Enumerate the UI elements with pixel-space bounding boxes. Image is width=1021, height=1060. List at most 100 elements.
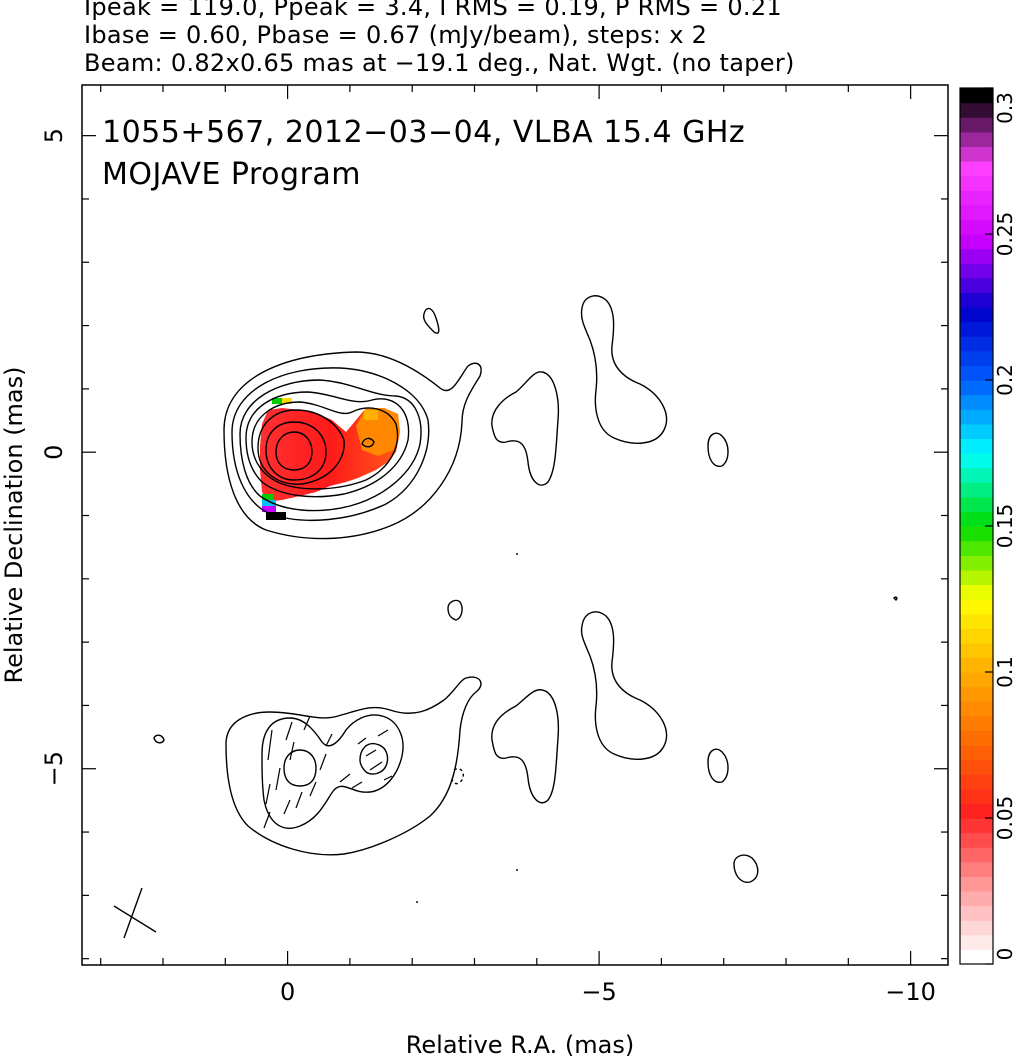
colorbar-band [960, 905, 993, 921]
colorbar-band [960, 642, 993, 658]
colorbar-band [960, 248, 993, 264]
contour-upper-island-d [707, 432, 729, 467]
colorbar-band [960, 394, 993, 410]
beam-marker [113, 887, 157, 939]
contour-lower-inner [261, 714, 404, 829]
colorbar-band [960, 672, 993, 688]
contour-upper-island-b [491, 371, 560, 486]
y-axis-label: Relative Declination (mas) [0, 366, 28, 683]
y-tick-label-0: 5 [40, 128, 68, 143]
colorbar-band [960, 131, 993, 147]
colorbar-label-3: 0.15 [993, 504, 1017, 549]
colorbar-band [960, 511, 993, 527]
colorbar-band [960, 555, 993, 571]
colorbar-label-0: 0 [993, 948, 1017, 961]
contour-upper-loop-e [447, 599, 463, 621]
plot-frame [81, 84, 949, 966]
axis-ticks [82, 85, 948, 965]
colorbar-band [960, 482, 993, 498]
colorbar-band [960, 818, 993, 834]
contour-lower-island-c [707, 748, 729, 783]
colorbar-label-1: 0.05 [993, 796, 1017, 841]
colorbar-band [960, 715, 993, 731]
header-line-1: Ipeak = 119.0, Ppeak = 3.4, I RMS = 0.19… [84, 0, 782, 21]
x-tick-label-2: −10 [885, 978, 936, 1006]
colorbar-band [960, 949, 993, 965]
contour-layer [113, 295, 898, 939]
colorbar-band [960, 540, 993, 556]
colorbar-band [960, 117, 993, 133]
header-line-3: Beam: 0.82x0.65 mas at −19.1 deg., Nat. … [84, 49, 795, 77]
colorbar-band [960, 920, 993, 936]
colorbar-band [960, 934, 993, 950]
colorbar-band [960, 803, 993, 819]
colorbar-band [960, 409, 993, 425]
contour-lower-island-d [733, 854, 759, 883]
contour-upper-4 [245, 391, 410, 498]
colorbar-band [960, 453, 993, 469]
colorbar-band [960, 146, 993, 162]
colorbar-band [960, 263, 993, 279]
colorbar-band [960, 102, 993, 118]
x-axis-label: Relative R.A. (mas) [406, 1031, 634, 1059]
contour-upper-8 [275, 431, 313, 471]
colorbar-band [960, 365, 993, 381]
y-tick-label-1: 0 [40, 445, 68, 460]
contour-upper-6 [257, 409, 345, 485]
colorbar-band [960, 175, 993, 191]
colorbar-band [960, 496, 993, 512]
colorbar-band [960, 861, 993, 877]
colorbar-band [960, 336, 993, 352]
colorbar-band [960, 745, 993, 761]
evpa-vectors [263, 715, 393, 829]
chart-title: 1055+567, 2012−03−04, VLBA 15.4 GHz [102, 115, 745, 150]
colorbar-band [960, 730, 993, 746]
colorbar-label-2: 0.1 [993, 656, 1017, 688]
contour-upper-outer [223, 351, 482, 540]
contour-upper-5 [251, 401, 399, 490]
contour-upper-island-c [580, 295, 668, 444]
colorbar-band [960, 350, 993, 366]
contour-lower-outer [225, 676, 482, 856]
colorbar-band [960, 307, 993, 323]
contour-upper-dot-b [893, 596, 898, 601]
colorbar-label-5: 0.25 [993, 212, 1017, 257]
colorbar-band [960, 467, 993, 483]
colorbar-band [960, 774, 993, 790]
x-tick-labels: 0 −5 −10 [280, 978, 936, 1006]
colorbar-band [960, 380, 993, 396]
colorbar-band [960, 759, 993, 775]
colorbar-band [960, 569, 993, 585]
colorbar-band [960, 657, 993, 673]
colorbar-band [960, 788, 993, 804]
contour-lower-negative [451, 768, 464, 785]
colorbar-label-4: 0.2 [993, 364, 1017, 396]
colorbar-label-6: 0.3 [993, 92, 1017, 124]
colorbar-band [960, 891, 993, 907]
colorbar-band [960, 292, 993, 308]
x-tick-label-1: −5 [581, 978, 616, 1006]
colorbar-band [960, 832, 993, 848]
contour-lower-core [283, 749, 317, 787]
colorbar-band [960, 219, 993, 235]
contour-upper-7 [265, 421, 327, 481]
colorbar-band [960, 876, 993, 892]
colorbar-band [960, 423, 993, 439]
colorbar-band [960, 584, 993, 600]
colorbar-band [960, 321, 993, 337]
header-line-2: Ibase = 0.60, Pbase = 0.67 (mJy/beam), s… [84, 21, 708, 49]
contour-upper-2 [231, 367, 430, 521]
chart-subtitle: MOJAVE Program [102, 157, 361, 192]
x-tick-label-0: 0 [280, 978, 295, 1006]
colorbar-band [960, 686, 993, 702]
contour-lower-knot [359, 742, 389, 775]
colorbar-band [960, 88, 993, 104]
colorbar-band [960, 599, 993, 615]
colorbar-band [960, 628, 993, 644]
y-tick-labels: 5 0 −5 [40, 128, 68, 786]
colorbar-band [960, 234, 993, 250]
colorbar-band [960, 161, 993, 177]
colorbar-band [960, 190, 993, 206]
colorbar-band [960, 847, 993, 863]
